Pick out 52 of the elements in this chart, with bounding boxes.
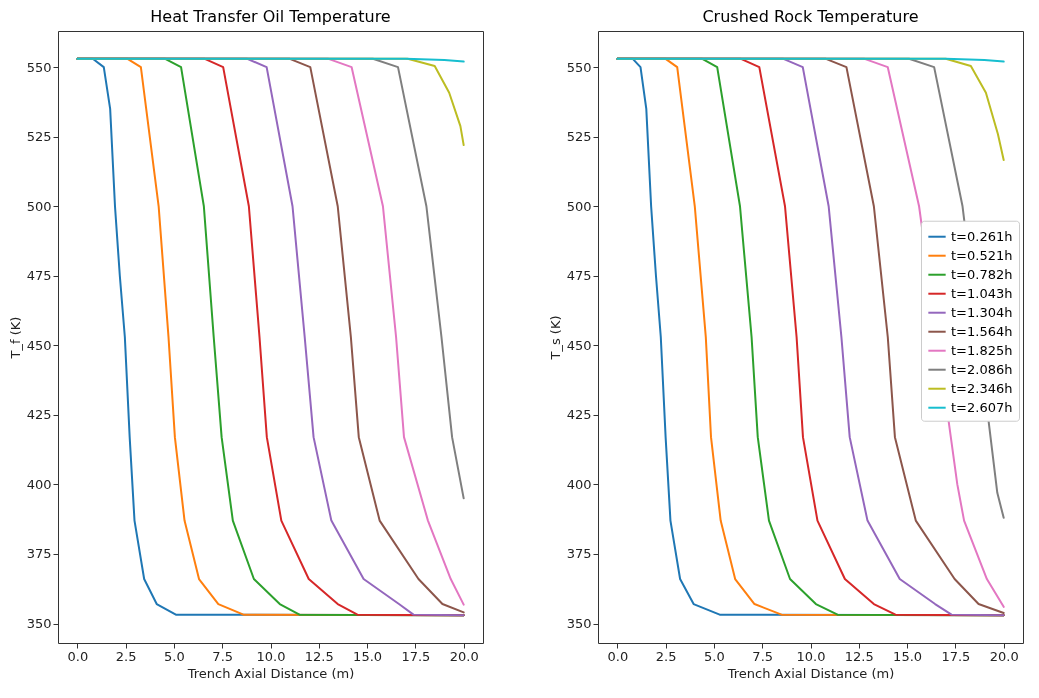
legend-label: t=2.607h xyxy=(951,399,1013,415)
x-tick-label: 20.0 xyxy=(449,648,479,664)
legend-label: t=0.261h xyxy=(951,228,1013,244)
x-tick-label: 17.5 xyxy=(941,648,971,664)
x-axis-title: Trench Axial Distance (m) xyxy=(726,665,895,681)
legend-label: t=2.086h xyxy=(951,361,1013,377)
chart-title: Crushed Rock Temperature xyxy=(702,7,919,26)
x-tick-label: 2.5 xyxy=(115,648,137,664)
y-tick-label: 375 xyxy=(566,546,592,562)
x-tick-label: 7.5 xyxy=(212,648,234,664)
legend-label: t=1.825h xyxy=(951,342,1013,358)
y-tick-label: 475 xyxy=(566,268,592,284)
y-axis-title: T_f (K) xyxy=(7,316,23,360)
x-tick-label: 12.5 xyxy=(844,648,874,664)
x-tick-label: 5.0 xyxy=(164,648,185,664)
y-tick-label: 350 xyxy=(26,616,52,632)
y-tick-label: 475 xyxy=(26,268,52,284)
y-tick-label: 525 xyxy=(566,129,592,145)
legend-label: t=1.043h xyxy=(951,285,1013,301)
y-tick-label: 375 xyxy=(26,546,52,562)
legend-label: t=0.521h xyxy=(951,247,1013,263)
x-tick-label: 10.0 xyxy=(256,648,286,664)
x-tick-label: 7.5 xyxy=(752,648,774,664)
y-tick-label: 350 xyxy=(566,616,592,632)
y-tick-label: 450 xyxy=(566,337,592,353)
y-tick-label: 425 xyxy=(26,407,52,423)
x-tick-label: 0.0 xyxy=(607,648,629,664)
x-tick-label: 5.0 xyxy=(704,648,725,664)
y-tick-label: 500 xyxy=(26,198,52,214)
y-tick-label: 450 xyxy=(26,337,52,353)
y-tick-label: 550 xyxy=(26,59,52,75)
y-tick-label: 500 xyxy=(566,198,592,214)
legend-label: t=1.564h xyxy=(951,323,1013,339)
x-axis-title: Trench Axial Distance (m) xyxy=(186,665,355,681)
legend-label: t=1.304h xyxy=(951,304,1013,320)
x-tick-label: 15.0 xyxy=(353,648,383,664)
legend-label: t=2.346h xyxy=(951,380,1013,396)
x-tick-label: 17.5 xyxy=(401,648,431,664)
x-tick-label: 2.5 xyxy=(655,648,677,664)
x-tick-label: 15.0 xyxy=(893,648,923,664)
y-tick-label: 525 xyxy=(26,129,52,145)
x-tick-label: 20.0 xyxy=(989,648,1019,664)
x-tick-label: 0.0 xyxy=(67,648,89,664)
y-axis-title: T_s (K) xyxy=(547,315,563,361)
x-tick-label: 12.5 xyxy=(304,648,334,664)
y-tick-label: 400 xyxy=(26,476,52,492)
legend-label: t=0.782h xyxy=(951,266,1013,282)
y-tick-label: 550 xyxy=(566,59,592,75)
y-tick-label: 400 xyxy=(566,476,592,492)
x-tick-label: 10.0 xyxy=(796,648,826,664)
chart-title: Heat Transfer Oil Temperature xyxy=(150,7,391,26)
y-tick-label: 425 xyxy=(566,407,592,423)
